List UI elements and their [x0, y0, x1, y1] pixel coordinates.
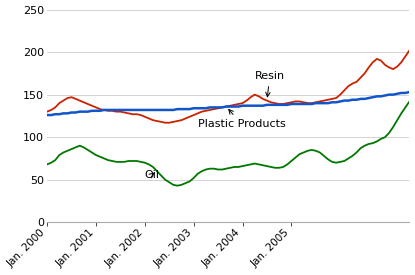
Text: Resin: Resin [255, 71, 285, 97]
Text: Plastic Products: Plastic Products [198, 109, 286, 129]
Text: Oil: Oil [145, 169, 160, 180]
